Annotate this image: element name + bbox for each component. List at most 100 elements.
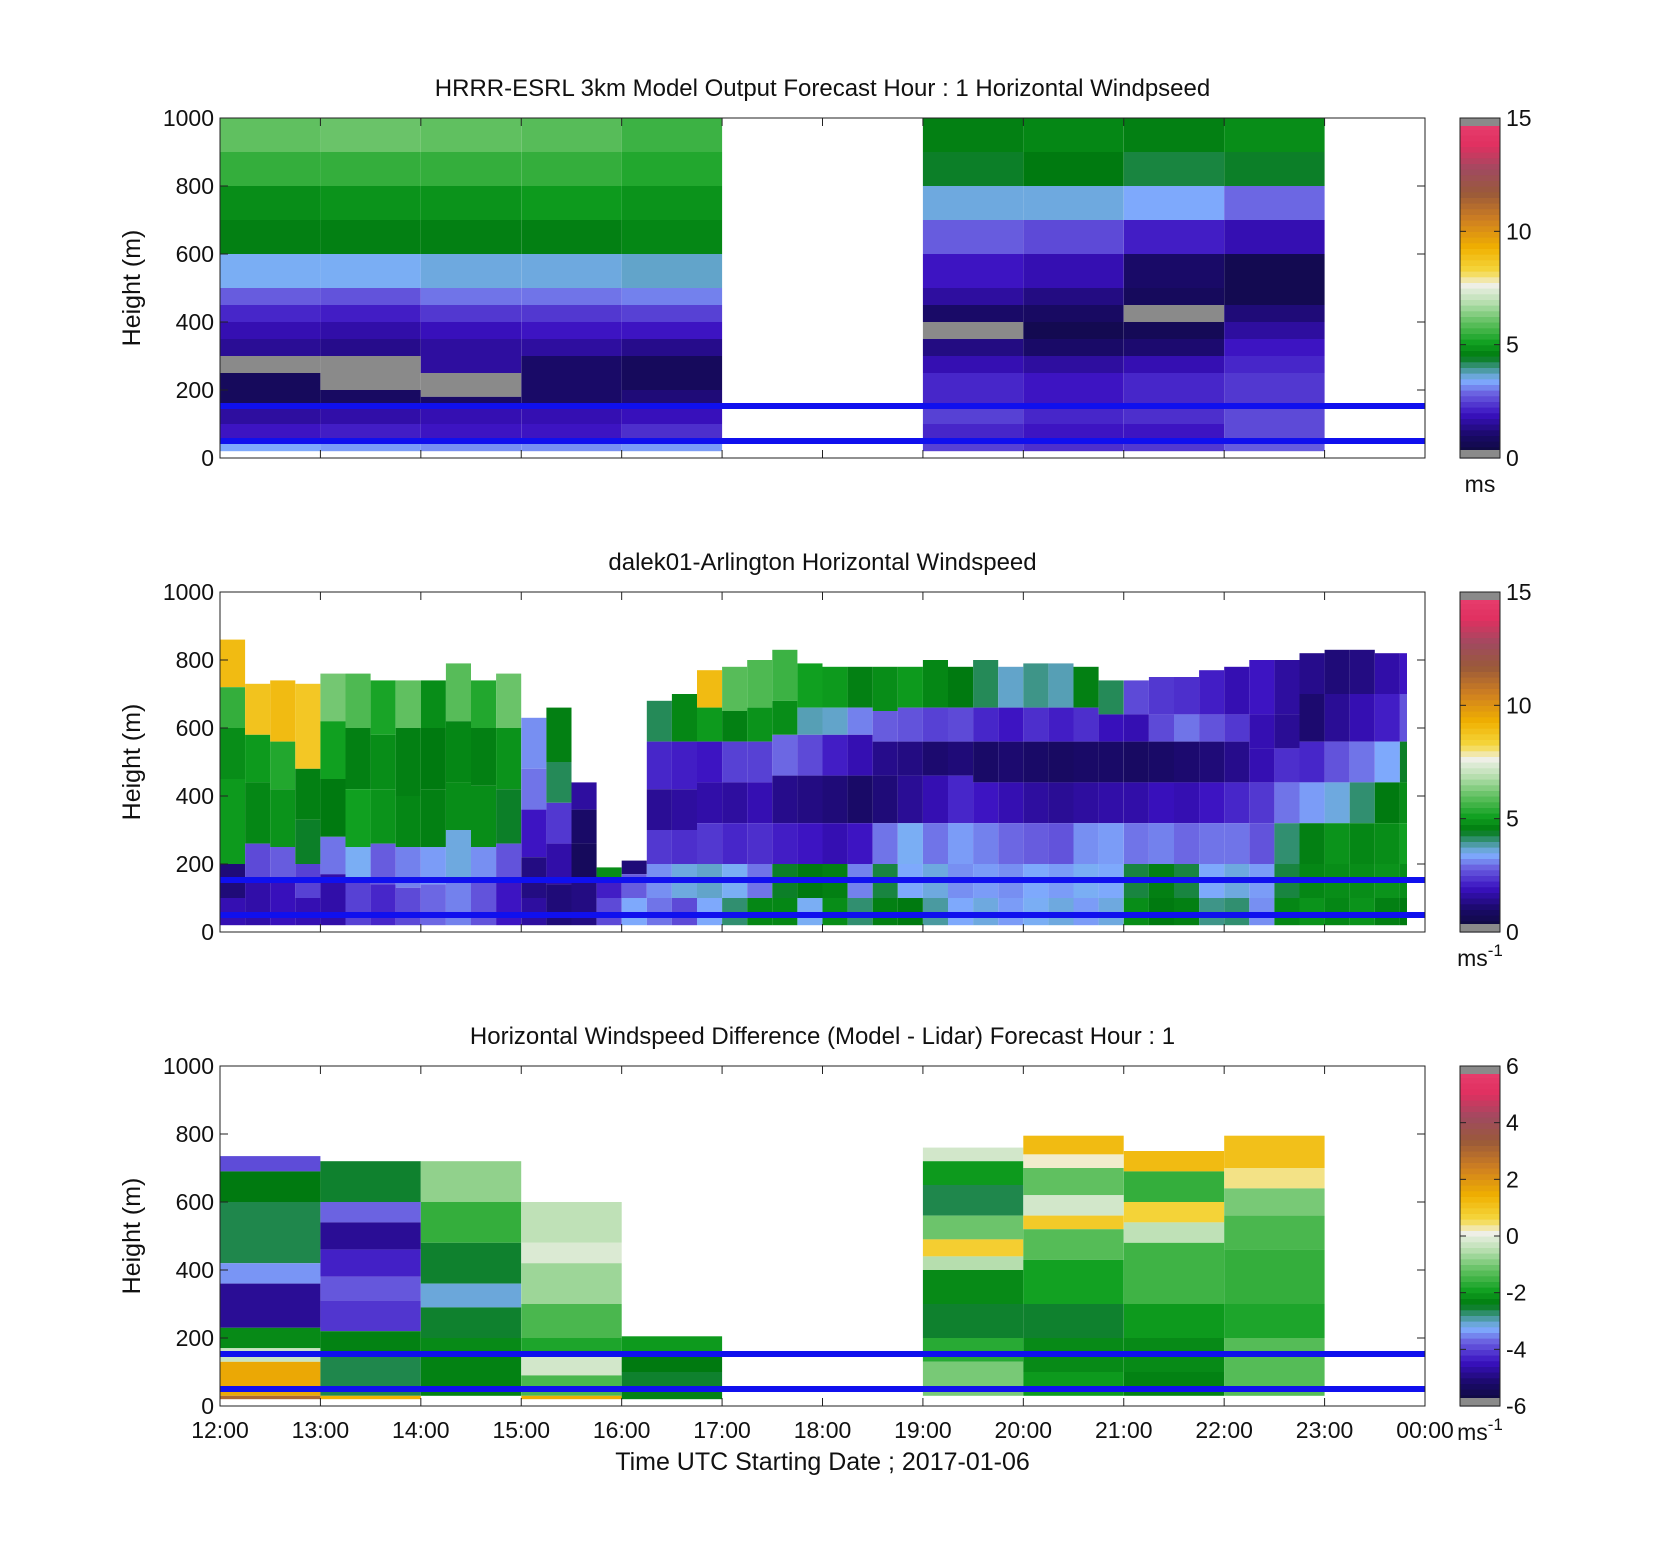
heatmap-cell [320, 356, 421, 390]
heatmap-cell [1174, 782, 1200, 824]
heatmap-cell [922, 1185, 1024, 1216]
heatmap-cell [722, 741, 748, 783]
colorbar-segment [1460, 682, 1500, 689]
heatmap-cell [1023, 220, 1124, 254]
heatmap-cell [521, 356, 622, 390]
heatmap-cell [1048, 823, 1074, 864]
heatmap-cell [872, 823, 898, 864]
colorbar-segment [1460, 1338, 1500, 1345]
heatmap-cell [1048, 663, 1074, 708]
heatmap-cell [521, 898, 547, 926]
colorbar-segment [1460, 903, 1500, 910]
heatmap-cell [420, 254, 522, 288]
heatmap-cell [471, 847, 497, 881]
colorbar-segment [1460, 450, 1500, 458]
colorbar-segment [1460, 1185, 1500, 1192]
y-tick-label: 0 [201, 1393, 214, 1419]
heatmap-cell [220, 407, 321, 424]
heatmap-cell [822, 898, 848, 926]
heatmap-cell [998, 823, 1024, 864]
heatmap-cell [521, 220, 622, 254]
heatmap-cell [671, 741, 697, 790]
heatmap-cell [471, 785, 497, 847]
colorbar-segment [1460, 367, 1500, 374]
heatmap-cell [1123, 152, 1225, 186]
heatmap-cell [847, 823, 873, 864]
heatmap-cell [345, 728, 371, 790]
colorbar-segment [1460, 429, 1500, 436]
colorbar-segment [1460, 722, 1500, 729]
heatmap-cell [1224, 1249, 1325, 1304]
heatmap-cell [922, 254, 1024, 288]
heatmap-cell [1023, 322, 1124, 339]
heatmap-cell [621, 186, 723, 220]
colorbar-segment [1460, 1230, 1500, 1237]
heatmap-cell [1098, 898, 1124, 926]
heatmap-cell [1048, 782, 1074, 824]
colorbar-segment [1460, 1360, 1500, 1367]
heatmap-cell [1174, 741, 1200, 783]
heatmap-cell [395, 728, 421, 796]
heatmap-cell [220, 305, 321, 322]
heatmap-cell [1123, 1222, 1225, 1243]
heatmap-cell [646, 898, 672, 926]
heatmap-cell [320, 390, 421, 407]
colorbar-segment [1460, 1366, 1500, 1373]
heatmap-cell [320, 1331, 421, 1352]
heatmap-cell [295, 768, 321, 820]
heatmap-cell [270, 741, 296, 790]
heatmap-cell [1274, 823, 1300, 864]
heatmap-cell [646, 789, 672, 830]
heatmap-cell [973, 741, 999, 783]
heatmap-cell [922, 898, 948, 926]
heatmap-cell [1374, 823, 1400, 864]
heatmap-cell [1224, 898, 1250, 926]
heatmap-cell [1374, 782, 1400, 824]
heatmap-cell [1073, 782, 1099, 824]
heatmap-cell [1148, 823, 1174, 864]
colorbar-segment [1460, 129, 1500, 136]
heatmap-cell [521, 288, 622, 305]
heatmap-cell [897, 823, 923, 864]
heatmap-cell [922, 660, 948, 708]
heatmap-cell [1224, 823, 1250, 864]
heatmap-cell [395, 887, 421, 926]
heatmap-cell [1249, 660, 1275, 715]
heatmap-cell [973, 823, 999, 864]
heatmap-cell [1324, 823, 1350, 864]
colorbar-segment [1460, 259, 1500, 266]
colorbar-segment [1460, 1304, 1500, 1311]
panel-lidar: dalek01-Arlington Horizontal Windspeed 0 2… [118, 549, 1532, 971]
colorbar-segment [1460, 841, 1500, 848]
heatmap-cell [1399, 694, 1407, 742]
heatmap-cell [998, 898, 1024, 926]
colorbar-segment [1460, 214, 1500, 221]
heatmap-cell [621, 220, 723, 254]
heatmap-cell [1249, 714, 1275, 749]
heatmap-cell [697, 782, 723, 824]
colorbar-segment [1460, 924, 1500, 932]
colorbar-segment [1460, 191, 1500, 198]
colorbar-segment [1460, 881, 1500, 888]
colorbar-segment [1460, 716, 1500, 723]
heatmap-cell [1023, 1168, 1124, 1196]
heatmap-cell [320, 186, 421, 220]
heatmap-cell [1349, 823, 1375, 864]
heatmap-cell [220, 1202, 321, 1264]
heatmap-cell [420, 441, 522, 452]
colorbar-segment [1460, 631, 1500, 638]
heatmap-cell [420, 424, 522, 441]
heatmap-cell [245, 734, 271, 783]
heatmap-cell [596, 867, 622, 878]
heatmap-cell [621, 390, 723, 407]
heatmap-cell [1299, 898, 1325, 926]
colorbar-segment [1460, 801, 1500, 808]
heatmap-cell [646, 741, 672, 790]
heatmap-cell [571, 843, 597, 881]
colorbar-segment [1460, 824, 1500, 831]
heatmap-cell [320, 673, 346, 722]
heatmap-cell [1023, 707, 1049, 742]
heatmap-cell [1224, 288, 1325, 305]
heatmap-cell [1224, 1135, 1325, 1168]
